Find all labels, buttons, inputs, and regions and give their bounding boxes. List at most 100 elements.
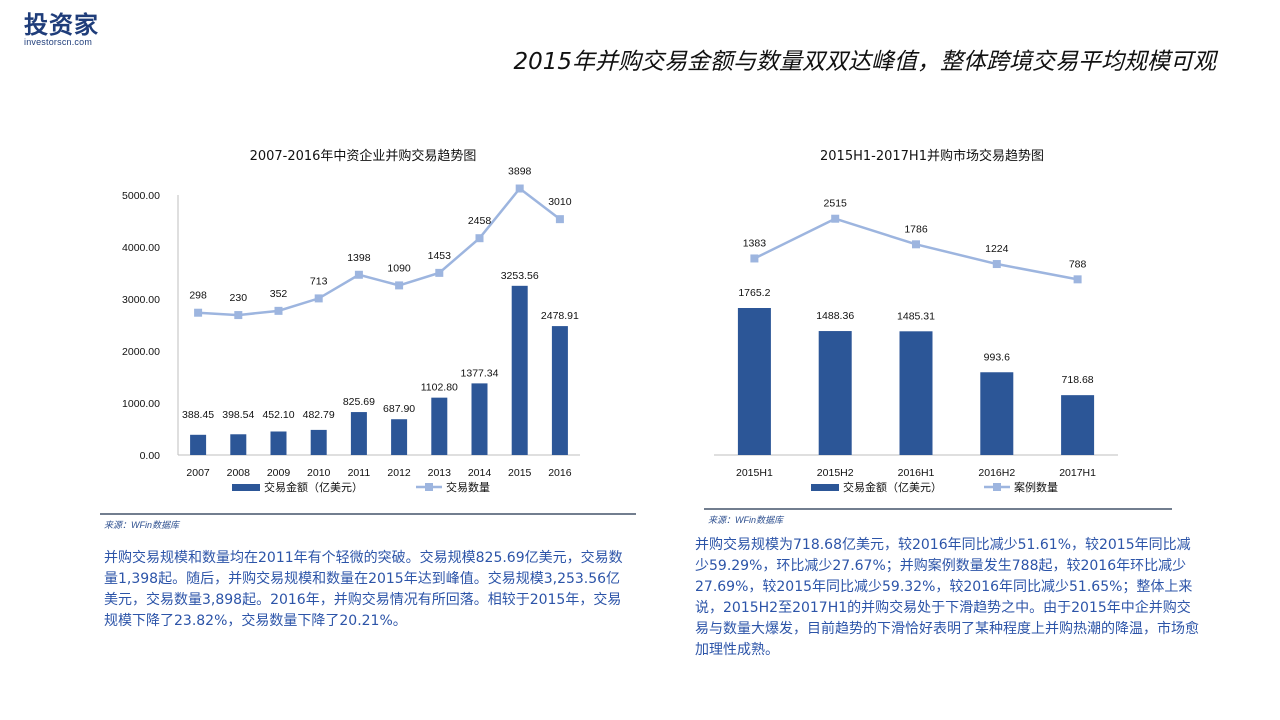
legend-bar-swatch bbox=[232, 484, 260, 491]
chart-left-2007-2016: 2007-2016年中资企业并购交易趋势图 0.00 1000.00 2000.00 3… bbox=[122, 148, 580, 494]
right-source: 来源：WFin数据库 bbox=[708, 515, 783, 525]
bar-amount bbox=[899, 331, 933, 455]
legend-bar-label: 交易金额（亿美元） bbox=[264, 480, 363, 494]
logo-wordmark: 投资家 bbox=[24, 11, 99, 39]
line-point-marker bbox=[234, 311, 243, 320]
bar-data-label: 687.90 bbox=[383, 403, 415, 415]
line-data-label: 3010 bbox=[548, 196, 572, 208]
line-data-label: 1398 bbox=[347, 252, 371, 264]
line-point-marker bbox=[515, 184, 524, 193]
page-title: 2015年并购交易金额与数量双双达峰值，整体跨境交易平均规模可观 bbox=[513, 49, 1216, 75]
line-point-marker bbox=[831, 214, 840, 223]
x-tick-label: 2009 bbox=[267, 467, 291, 479]
bar-amount bbox=[431, 397, 448, 455]
line-data-label: 298 bbox=[189, 290, 207, 302]
line-data-label: 352 bbox=[270, 288, 288, 300]
left-summary-text: 并购交易规模和数量均在2011年有个轻微的突破。交易规模825.69亿美元，交易… bbox=[104, 550, 623, 629]
bar-amount bbox=[190, 434, 207, 455]
x-tick-label: 2011 bbox=[348, 467, 371, 479]
legend-line-label: 案例数量 bbox=[1014, 480, 1058, 494]
line-point-marker bbox=[314, 294, 323, 303]
logo-url: investorscn.com bbox=[24, 37, 93, 47]
bar-data-label: 452.10 bbox=[262, 409, 294, 421]
chart-title: 2015H1-2017H1并购市场交易趋势图 bbox=[820, 148, 1044, 164]
x-tick-label: 2016H1 bbox=[898, 467, 935, 479]
chart-right-2015h1-2017h1: 2015H1-2017H1并购市场交易趋势图 1765.2 2015H1 1488.3… bbox=[714, 148, 1118, 494]
line-data-label: 2458 bbox=[468, 215, 492, 227]
line-data-label: 1383 bbox=[743, 237, 767, 249]
bar-amount bbox=[1061, 395, 1095, 455]
line-data-label: 2515 bbox=[824, 198, 848, 210]
x-tick-label: 2008 bbox=[227, 467, 251, 479]
bar-amount bbox=[391, 419, 408, 455]
y-tick-label: 0.00 bbox=[140, 450, 161, 462]
left-source: 来源：WFin数据库 bbox=[104, 520, 179, 530]
line-count-series bbox=[198, 186, 561, 317]
legend-line-marker bbox=[993, 483, 1001, 491]
bar-data-label: 825.69 bbox=[343, 396, 375, 408]
y-tick-label: 1000.00 bbox=[122, 398, 160, 410]
bar-data-label: 1485.31 bbox=[897, 310, 935, 322]
bar-amount bbox=[310, 429, 327, 455]
bar-data-label: 388.45 bbox=[182, 409, 214, 421]
bar-amount bbox=[511, 285, 528, 455]
line-point-marker bbox=[395, 281, 404, 290]
x-tick-label: 2015 bbox=[508, 467, 532, 479]
bar-data-label: 482.79 bbox=[303, 409, 335, 421]
x-tick-label: 2015H1 bbox=[736, 467, 773, 479]
line-data-label: 788 bbox=[1069, 258, 1087, 270]
x-tick-label: 2017H1 bbox=[1059, 467, 1096, 479]
bar-data-label: 1765.2 bbox=[738, 287, 770, 299]
bar-amount bbox=[350, 412, 367, 455]
bar-amount bbox=[737, 308, 771, 455]
x-tick-label: 2013 bbox=[428, 467, 452, 479]
bar-data-label: 3253.56 bbox=[501, 270, 539, 282]
bar-data-label: 1102.80 bbox=[421, 382, 458, 394]
x-tick-label: 2016 bbox=[548, 467, 572, 479]
line-point-marker bbox=[354, 270, 363, 279]
y-tick-label: 5000.00 bbox=[122, 190, 160, 202]
line-point-marker bbox=[274, 306, 283, 315]
bar-amount bbox=[551, 326, 568, 455]
legend-line-label: 交易数量 bbox=[446, 480, 490, 494]
line-data-label: 1224 bbox=[985, 243, 1009, 255]
bar-amount bbox=[230, 434, 247, 455]
line-data-label: 1090 bbox=[387, 262, 411, 274]
line-point-marker bbox=[912, 240, 920, 249]
legend-line-marker bbox=[425, 483, 433, 491]
bar-data-label: 718.68 bbox=[1062, 374, 1094, 386]
y-tick-label: 3000.00 bbox=[122, 294, 160, 306]
bar-amount bbox=[980, 372, 1014, 455]
legend-bar-swatch bbox=[811, 484, 839, 491]
line-data-label: 3898 bbox=[508, 166, 532, 178]
line-data-label: 230 bbox=[230, 292, 248, 304]
x-tick-label: 2014 bbox=[468, 467, 492, 479]
line-point-marker bbox=[1073, 275, 1082, 284]
bar-data-label: 2478.91 bbox=[541, 310, 579, 322]
bar-amount bbox=[818, 331, 852, 455]
x-tick-label: 2010 bbox=[307, 467, 331, 479]
x-tick-label: 2015H2 bbox=[817, 467, 854, 479]
line-data-label: 1453 bbox=[428, 250, 452, 262]
bar-amount bbox=[270, 431, 287, 455]
line-point-marker bbox=[194, 308, 203, 317]
legend-bar-label: 交易金额（亿美元） bbox=[843, 480, 942, 494]
bar-data-label: 1488.36 bbox=[816, 310, 854, 322]
y-tick-label: 2000.00 bbox=[122, 346, 160, 358]
line-point-marker bbox=[750, 254, 759, 263]
line-point-marker bbox=[555, 215, 564, 224]
chart-title: 2007-2016年中资企业并购交易趋势图 bbox=[250, 148, 477, 164]
bar-amount bbox=[471, 383, 488, 455]
line-point-marker bbox=[992, 260, 1001, 269]
line-data-label: 713 bbox=[310, 275, 328, 287]
bar-data-label: 993.6 bbox=[984, 351, 1010, 363]
line-point-marker bbox=[435, 268, 444, 277]
right-summary-text: 并购交易规模为718.68亿美元，较2016年同比减少51.61%，较2015年… bbox=[695, 537, 1199, 658]
bar-data-label: 1377.34 bbox=[461, 367, 499, 379]
line-point-marker bbox=[475, 234, 484, 243]
bar-data-label: 398.54 bbox=[222, 409, 254, 421]
x-tick-label: 2012 bbox=[387, 467, 411, 479]
x-tick-label: 2007 bbox=[186, 467, 210, 479]
line-data-label: 1786 bbox=[904, 223, 928, 235]
